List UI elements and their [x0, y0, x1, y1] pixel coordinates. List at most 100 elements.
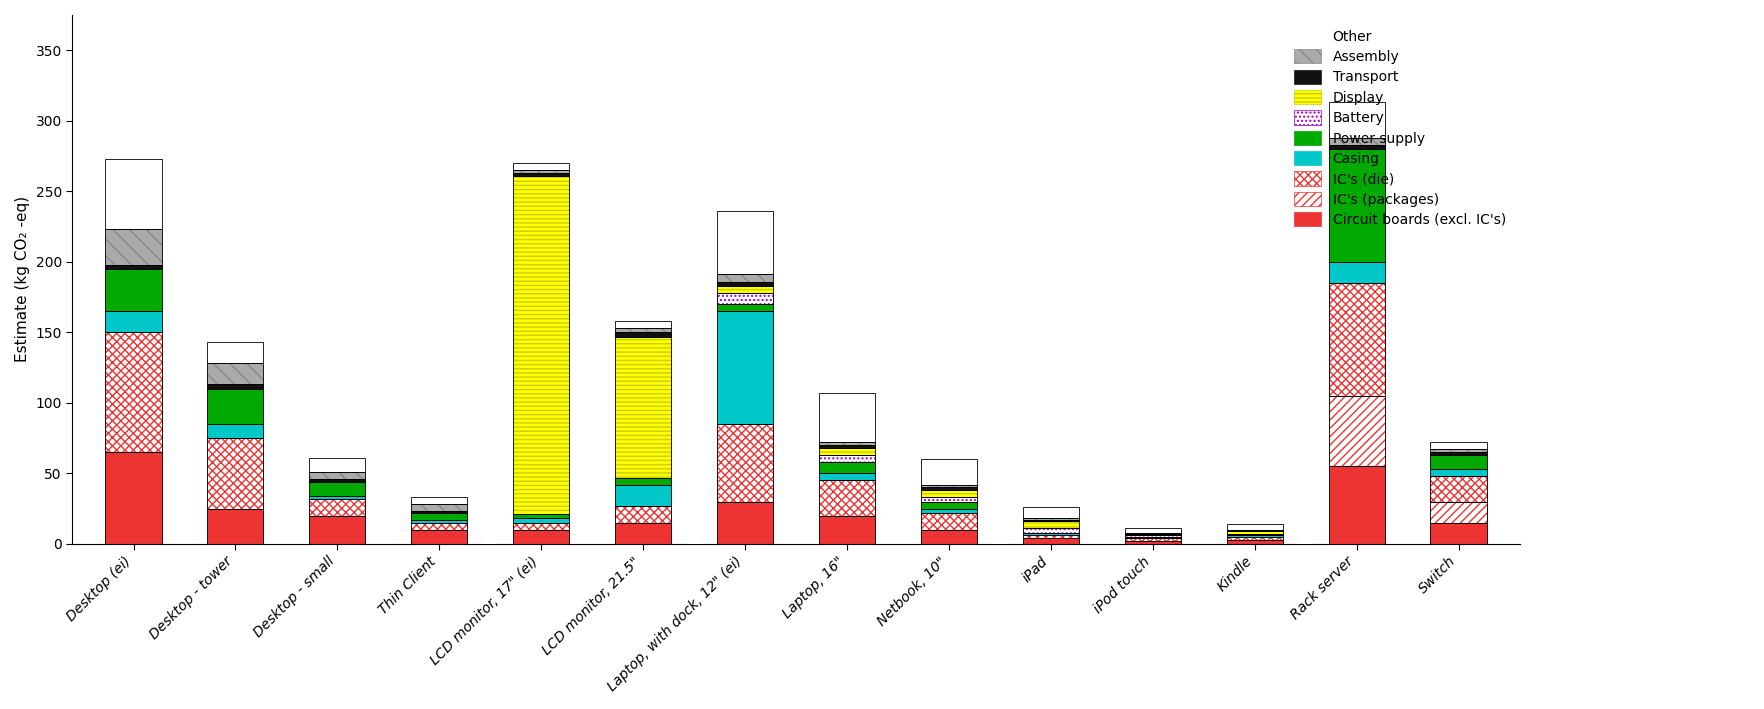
- Bar: [716, 293, 773, 304]
- Bar: [1328, 283, 1385, 396]
- Bar: [921, 459, 977, 485]
- Bar: [208, 389, 263, 424]
- Bar: [1431, 476, 1487, 501]
- Bar: [921, 501, 977, 508]
- Bar: [1431, 501, 1487, 523]
- Bar: [1125, 534, 1180, 535]
- Bar: [616, 337, 670, 478]
- Bar: [1226, 537, 1282, 540]
- Bar: [106, 333, 162, 452]
- Bar: [818, 515, 875, 544]
- Bar: [921, 490, 977, 497]
- Bar: [921, 487, 977, 490]
- Bar: [309, 496, 365, 498]
- Bar: [716, 211, 773, 274]
- Bar: [1125, 538, 1180, 541]
- Bar: [106, 159, 162, 229]
- Bar: [1226, 524, 1282, 530]
- Bar: [106, 452, 162, 544]
- Bar: [208, 342, 263, 363]
- Bar: [1226, 534, 1282, 535]
- Bar: [411, 497, 467, 504]
- Bar: [309, 498, 365, 515]
- Bar: [1431, 501, 1487, 523]
- Bar: [1125, 538, 1180, 541]
- Bar: [616, 523, 670, 544]
- Bar: [106, 311, 162, 333]
- Bar: [513, 176, 570, 514]
- Bar: [716, 286, 773, 293]
- Bar: [921, 459, 977, 485]
- Bar: [411, 497, 467, 504]
- Bar: [309, 482, 365, 496]
- Bar: [1328, 145, 1385, 149]
- Bar: [616, 478, 670, 485]
- Bar: [309, 472, 365, 479]
- Bar: [513, 514, 570, 518]
- Bar: [411, 530, 467, 544]
- Bar: [1431, 523, 1487, 544]
- Bar: [1023, 507, 1080, 518]
- Bar: [309, 458, 365, 472]
- Bar: [1023, 520, 1080, 521]
- Bar: [921, 513, 977, 530]
- Bar: [818, 455, 875, 462]
- Bar: [616, 523, 670, 544]
- Bar: [1328, 102, 1385, 138]
- Bar: [1023, 532, 1080, 535]
- Bar: [1226, 540, 1282, 544]
- Bar: [1125, 535, 1180, 537]
- Bar: [1328, 102, 1385, 138]
- Bar: [818, 448, 875, 455]
- Bar: [106, 229, 162, 264]
- Bar: [1226, 540, 1282, 544]
- Bar: [921, 508, 977, 513]
- Bar: [1226, 535, 1282, 537]
- Bar: [616, 485, 670, 506]
- Bar: [106, 311, 162, 333]
- Bar: [818, 481, 875, 515]
- Bar: [1431, 450, 1487, 452]
- Bar: [1023, 535, 1080, 538]
- Legend: Other, Assembly, Transport, Display, Battery, Power supply, Casing, IC's (die), : Other, Assembly, Transport, Display, Bat…: [1286, 22, 1514, 234]
- Bar: [1125, 528, 1180, 532]
- Bar: [513, 530, 570, 544]
- Bar: [921, 497, 977, 501]
- Bar: [309, 479, 365, 482]
- Bar: [716, 281, 773, 286]
- Bar: [616, 333, 670, 337]
- Bar: [1431, 442, 1487, 450]
- Bar: [513, 163, 570, 170]
- Bar: [716, 424, 773, 501]
- Bar: [1431, 452, 1487, 455]
- Bar: [616, 328, 670, 333]
- Bar: [716, 304, 773, 311]
- Bar: [309, 458, 365, 472]
- Bar: [716, 501, 773, 544]
- Bar: [1023, 532, 1080, 535]
- Bar: [309, 472, 365, 479]
- Bar: [921, 530, 977, 544]
- Bar: [513, 518, 570, 523]
- Bar: [513, 173, 570, 176]
- Bar: [411, 511, 467, 513]
- Bar: [1431, 469, 1487, 476]
- Bar: [921, 501, 977, 508]
- Bar: [1023, 521, 1080, 528]
- Bar: [513, 176, 570, 514]
- Bar: [106, 264, 162, 269]
- Bar: [309, 479, 365, 482]
- Bar: [818, 393, 875, 442]
- Bar: [309, 496, 365, 498]
- Bar: [818, 445, 875, 448]
- Bar: [818, 448, 875, 455]
- Bar: [208, 363, 263, 384]
- Bar: [208, 424, 263, 438]
- Bar: [716, 286, 773, 293]
- Bar: [1328, 138, 1385, 145]
- Bar: [1328, 467, 1385, 544]
- Bar: [309, 515, 365, 544]
- Bar: [1226, 524, 1282, 530]
- Bar: [411, 530, 467, 544]
- Bar: [106, 264, 162, 269]
